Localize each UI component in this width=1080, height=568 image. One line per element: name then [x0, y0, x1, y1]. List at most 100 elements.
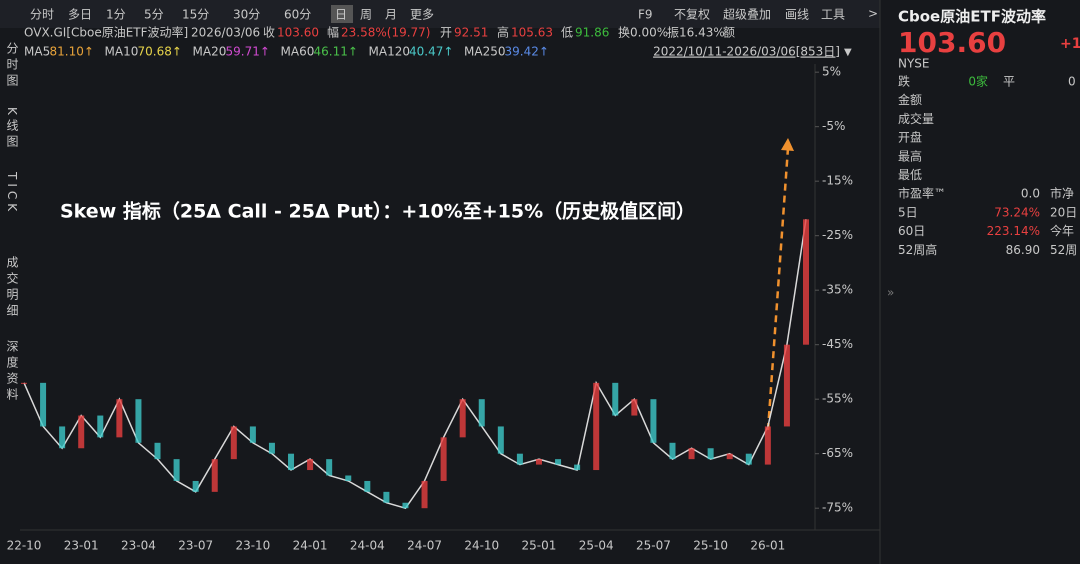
ma-label: MA60: [281, 45, 315, 59]
ma-value: 70.68↑: [138, 45, 182, 59]
candle: [745, 453, 752, 465]
quote-field: 105.63: [511, 26, 553, 40]
candle: [230, 426, 237, 460]
panel-field: 0: [1068, 75, 1076, 89]
candle: [555, 459, 562, 465]
quote-field: 91.86: [575, 26, 609, 40]
tool-button[interactable]: 不复权: [674, 8, 710, 22]
candle: [631, 399, 638, 416]
x-tick-label: 25-07: [636, 539, 671, 553]
next[interactable]: >: [868, 7, 878, 21]
dropdown[interactable]: ▼: [844, 47, 852, 58]
period-tab[interactable]: 60分: [284, 8, 311, 22]
side-tab-label[interactable]: K线图: [5, 107, 19, 151]
candle: [173, 459, 180, 481]
ma-label: MA250: [464, 45, 505, 59]
panel-field: 0家: [968, 74, 988, 89]
ma-label: MA10: [105, 45, 139, 59]
collapse[interactable]: »: [887, 286, 894, 300]
exchange: NYSE: [898, 57, 930, 71]
x-tick-label: 25-10: [693, 539, 728, 553]
ma-value: 40.47↑: [409, 45, 453, 59]
panel-field: 市净: [1050, 186, 1074, 201]
candle: [688, 448, 695, 460]
quote-field: 2026/03/06: [191, 26, 260, 40]
candle: [440, 437, 447, 481]
period-tab[interactable]: 周: [360, 8, 372, 22]
period-tab[interactable]: 多日: [68, 8, 92, 22]
panel-field: 跌: [898, 74, 910, 89]
panel-field: 5日: [898, 205, 918, 219]
side-tab-label[interactable]: 分时图: [5, 42, 19, 90]
tool-button[interactable]: 超级叠加: [723, 7, 771, 22]
candle: [783, 344, 790, 427]
panel-field: 52周高: [898, 242, 937, 257]
candle: [402, 502, 409, 509]
candle: [326, 459, 333, 476]
price-line: [23, 219, 807, 510]
panel-field: 成交量: [898, 111, 934, 126]
candle: [116, 399, 123, 438]
period-tab[interactable]: 15分: [182, 8, 209, 22]
candle: [307, 459, 314, 471]
quote-field: 高: [497, 25, 509, 40]
candle: [21, 382, 27, 384]
panel-field: 223.14%: [987, 224, 1040, 238]
y-tick-label: -35%: [822, 283, 853, 297]
period-tab[interactable]: 30分: [233, 8, 260, 22]
period-tab[interactable]: 更多: [410, 8, 434, 22]
panel-field: 86.90: [1006, 243, 1040, 257]
ma-value: 59.71↑: [226, 45, 270, 59]
period-tab[interactable]: 5分: [144, 8, 164, 22]
candle: [383, 491, 390, 503]
x-tick-label: 24-01: [293, 539, 328, 553]
candle: [459, 399, 466, 438]
quote-field: 103.60: [277, 26, 319, 40]
tool-button[interactable]: 工具: [821, 8, 845, 22]
candle: [249, 426, 256, 443]
candle: [97, 415, 104, 438]
price-change: +1: [1060, 36, 1080, 52]
candle: [478, 399, 485, 427]
candle: [803, 219, 809, 345]
instrument-name: Cboe原油ETF波动率: [898, 8, 1046, 26]
panel-field: 20日: [1050, 205, 1077, 219]
x-tick-label: 23-10: [235, 539, 270, 553]
panel-field: 今年: [1050, 223, 1074, 238]
candle: [726, 453, 733, 460]
quote-field: OVX.GI[Cboe原油ETF波动率]: [24, 25, 188, 40]
active-tab: [331, 5, 353, 23]
candle: [535, 459, 542, 465]
candle: [707, 448, 714, 460]
ma-label: MA120: [369, 45, 410, 59]
y-tick-label: -55%: [822, 392, 853, 406]
period-tab[interactable]: 1分: [106, 8, 126, 22]
ma-label: MA20: [193, 45, 227, 59]
quote-field: 振16.43%: [667, 26, 725, 40]
ma-label: MA5: [24, 45, 50, 59]
x-tick-label: 24-07: [407, 539, 442, 553]
tool-button[interactable]: F9: [638, 8, 653, 22]
period-tab[interactable]: 月: [385, 8, 397, 22]
y-tick-label: 5%: [822, 65, 841, 79]
candle: [364, 480, 371, 492]
tool-button[interactable]: 画线: [785, 8, 809, 22]
y-tick-label: -45%: [822, 337, 853, 351]
period-tab[interactable]: 日: [335, 8, 347, 22]
candle: [211, 459, 218, 492]
side-tab-label[interactable]: 成交明细: [5, 256, 19, 320]
side-tab-label[interactable]: TICK: [5, 171, 19, 215]
annotation: Skew 指标（25Δ Call - 25Δ Put）：+10%至+15%（历史…: [60, 200, 695, 223]
x-tick-label: 24-04: [350, 539, 385, 553]
panel-field: 金额: [898, 92, 922, 107]
quote-field: 92.51: [454, 26, 488, 40]
y-tick-label: -25%: [822, 228, 853, 242]
period-tab[interactable]: 分时: [30, 8, 54, 22]
quote-field: 换0.00%: [618, 26, 668, 40]
quote-field: 23.58%(19.77): [341, 26, 430, 40]
x-tick-label: 22-10: [7, 539, 42, 553]
panel-field: 市盈率™: [898, 186, 946, 201]
side-tab-label[interactable]: 深度资料: [5, 340, 19, 404]
